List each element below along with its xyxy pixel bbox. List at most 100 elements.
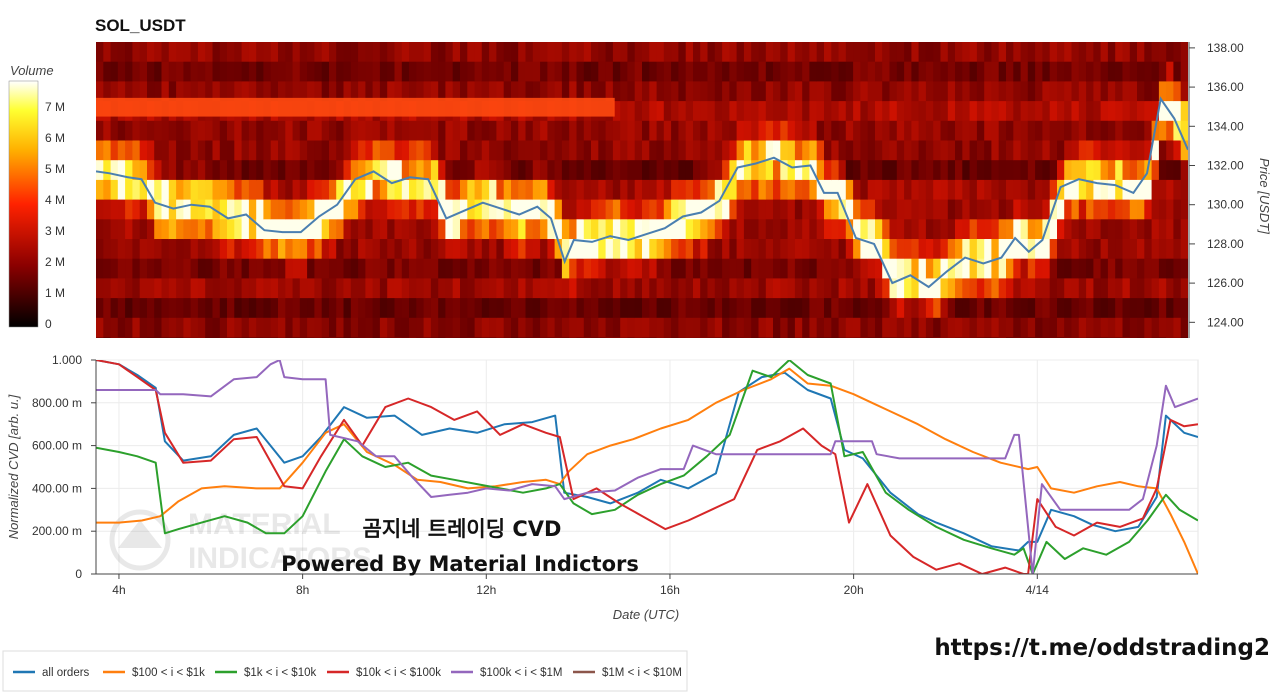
heatmap-cell xyxy=(438,219,446,240)
heatmap-cell xyxy=(1042,337,1051,338)
heatmap-cell xyxy=(911,179,920,200)
heatmap-cell xyxy=(969,199,978,220)
legend-entry-label[interactable]: $1k < i < $10k xyxy=(244,667,316,679)
legend-entry-label[interactable]: all orders xyxy=(42,667,90,679)
heatmap-cell xyxy=(292,120,301,141)
heatmap-cell xyxy=(904,140,912,161)
heatmap-cell xyxy=(889,179,898,200)
heatmap-cell xyxy=(962,317,970,338)
heatmap-cell xyxy=(984,199,992,220)
heatmap-cell xyxy=(911,278,920,299)
heatmap-cell xyxy=(751,337,759,338)
legend-entry-label[interactable]: $100k < i < $1M xyxy=(480,667,562,679)
heatmap-cell xyxy=(678,239,687,260)
heatmap-cell xyxy=(984,298,992,319)
heatmap-cell xyxy=(736,61,745,82)
heatmap-cell xyxy=(802,298,810,319)
heatmap-cell xyxy=(532,179,541,200)
heatmap-cell xyxy=(831,317,839,338)
heatmap-cell xyxy=(401,160,410,181)
heatmap-cell xyxy=(867,337,876,338)
heatmap-cell xyxy=(620,298,628,319)
heatmap-cell xyxy=(227,298,235,319)
heatmap-cell xyxy=(110,258,119,279)
heatmap-cell xyxy=(911,219,920,240)
legend-entry-label[interactable]: $10k < i < $100k xyxy=(356,667,441,679)
legend-entry-label[interactable]: $100 < i < $1k xyxy=(132,667,205,679)
heatmap-cell xyxy=(372,219,381,240)
heatmap-cell xyxy=(1093,317,1102,338)
heatmap-cell xyxy=(394,258,403,279)
heatmap-cell xyxy=(991,298,1000,319)
heatmap-cell xyxy=(998,140,1007,161)
legend-entry-label[interactable]: $1M < i < $10M xyxy=(602,667,682,679)
heatmap-cell xyxy=(503,199,512,220)
heatmap-cell xyxy=(656,317,665,338)
heatmap-cell xyxy=(423,337,432,338)
heatmap-cell xyxy=(576,337,585,338)
heatmap-cell xyxy=(321,160,330,181)
telegram-link[interactable]: https://t.me/oddstrading2 xyxy=(934,635,1270,661)
heatmap-cell xyxy=(925,120,934,141)
heatmap-cell xyxy=(1013,317,1021,338)
heatmap-cell xyxy=(867,160,876,181)
heatmap-cell xyxy=(780,42,788,63)
heatmap-cell xyxy=(1107,239,1116,260)
heatmap-cell xyxy=(285,317,293,338)
heatmap-cell xyxy=(423,258,432,279)
heatmap-cell xyxy=(940,140,949,161)
heatmap-cell xyxy=(598,317,606,338)
heatmap-cell xyxy=(860,337,869,338)
heatmap-cell xyxy=(168,278,177,299)
heatmap-cell xyxy=(947,160,956,181)
heatmap-cell xyxy=(743,61,752,82)
heatmap-cell xyxy=(532,239,541,260)
heatmap-cell xyxy=(765,239,774,260)
heatmap-cell xyxy=(685,199,694,220)
heatmap-cell xyxy=(1064,278,1072,299)
heatmap-cell xyxy=(117,61,126,82)
heatmap-cell xyxy=(1027,120,1036,141)
heatmap-cell xyxy=(532,42,541,63)
heatmap-cell xyxy=(656,199,665,220)
heatmap-cell xyxy=(875,101,883,122)
heatmap-cell xyxy=(321,120,330,141)
heatmap-cell xyxy=(591,61,599,82)
heatmap-cell xyxy=(452,199,461,220)
heatmap-cell xyxy=(765,120,774,141)
heatmap-cell xyxy=(1166,258,1174,279)
heatmap-cell xyxy=(503,61,512,82)
heatmap-cell xyxy=(693,140,701,161)
heatmap-cell xyxy=(248,278,257,299)
heatmap-cell xyxy=(991,120,1000,141)
heatmap-cell xyxy=(1027,42,1036,63)
heatmap-cell xyxy=(642,317,650,338)
heatmap-cell xyxy=(678,278,687,299)
heatmap-cell xyxy=(634,140,643,161)
heatmap-cell xyxy=(227,81,235,102)
heatmap-cell xyxy=(183,81,192,102)
heatmap-cell xyxy=(649,160,657,181)
heatmap-cell xyxy=(314,278,323,299)
heatmap-cell xyxy=(365,199,374,220)
heatmap-cell xyxy=(1129,120,1138,141)
heatmap-cell xyxy=(423,317,432,338)
heatmap-cell xyxy=(773,101,781,122)
heatmap-cell xyxy=(693,81,701,102)
heatmap-cell xyxy=(474,61,483,82)
heatmap-cell xyxy=(248,179,257,200)
heatmap-cell xyxy=(1042,239,1051,260)
heatmap-cell xyxy=(1035,298,1043,319)
heatmap-cell xyxy=(751,120,759,141)
heatmap-cell xyxy=(401,317,410,338)
heatmap-cell xyxy=(96,258,104,279)
heatmap-cell xyxy=(423,219,432,240)
heatmap-cell xyxy=(940,239,949,260)
heatmap-cell xyxy=(511,81,519,102)
heatmap-cell xyxy=(307,140,315,161)
heatmap-cell xyxy=(1013,120,1021,141)
heatmap-cell xyxy=(642,298,650,319)
heatmap-cell xyxy=(540,81,548,102)
heatmap-cell xyxy=(831,219,839,240)
heatmap-cell xyxy=(350,337,359,338)
